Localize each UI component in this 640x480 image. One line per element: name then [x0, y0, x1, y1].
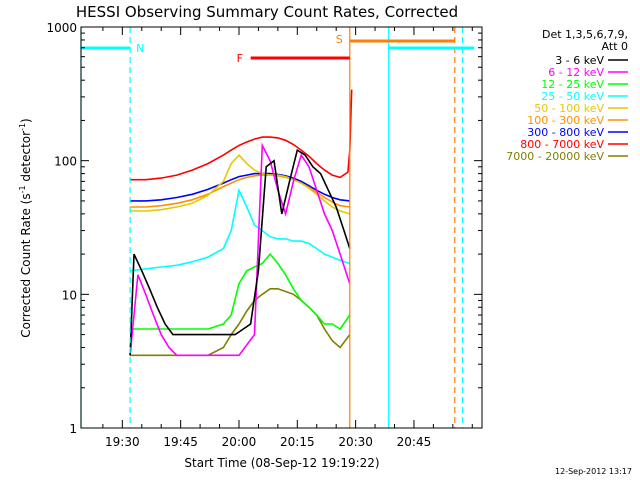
ylabel-sup-2: -1: [18, 123, 27, 131]
saa-label: S: [336, 33, 343, 46]
y-tick-label-0: 1: [69, 422, 77, 436]
legend-title: Det 1,3,5,6,7,9,: [542, 28, 628, 41]
series-line-2: [130, 252, 351, 331]
series-line-5: [130, 174, 350, 208]
legend-subtitle: Att 0: [602, 40, 628, 53]
night-label: N: [136, 42, 144, 55]
y-tick-label-2: 100: [54, 155, 77, 169]
legend-label-0: 3 - 6 keV: [555, 54, 604, 67]
legend-label-2: 12 - 25 keV: [541, 78, 604, 91]
x-tick-label-5: 20:45: [397, 435, 432, 449]
ylabel-part-1: Corrected Count Rate (s: [19, 193, 33, 337]
series-line-7: [130, 89, 353, 181]
legend-label-7: 800 - 7000 keV: [520, 138, 604, 151]
legend-label-8: 7000 - 20000 keV: [506, 150, 604, 163]
annotation-layer: N S F: [80, 27, 475, 428]
axes: 1 10 100 1000 19:30 19:45 20:00 20:15 20:30 20:45: [46, 21, 483, 449]
svg-text:Corrected Count Rate (s-1 dete: Corrected Count Rate (s-1 detector-1): [18, 118, 33, 337]
x-tick-label-4: 20:30: [338, 435, 373, 449]
plot-area: [129, 89, 353, 357]
x-tick-label-2: 20:00: [222, 435, 257, 449]
legend-label-3: 25 - 50 keV: [541, 90, 604, 103]
series-line-3: [130, 187, 351, 272]
y-axis-label: Corrected Count Rate (s-1 detector-1): [18, 118, 33, 337]
ylabel-part-3: ): [19, 118, 33, 123]
legend-label-1: 6 - 12 keV: [548, 66, 604, 79]
flare-label: F: [237, 52, 243, 65]
x-tick-label-0: 19:30: [105, 435, 140, 449]
x-axis-label: Start Time (08-Sep-12 19:19:22): [184, 456, 379, 470]
x-tick-label-1: 19:45: [163, 435, 198, 449]
footer-date: 12-Sep-2012 13:17: [555, 467, 632, 476]
plot-frame: [80, 26, 483, 429]
legend-label-5: 100 - 300 keV: [527, 114, 604, 127]
chart-title: HESSI Observing Summary Count Rates, Cor…: [76, 3, 458, 21]
ylabel-part-2: detector: [19, 131, 33, 186]
series-line-0: [129, 148, 351, 356]
series-line-1: [129, 142, 351, 357]
series-line-8: [130, 288, 351, 357]
x-tick-label-3: 20:15: [280, 435, 315, 449]
legend-label-4: 50 - 100 keV: [534, 102, 604, 115]
legend-label-6: 300 - 800 keV: [527, 126, 604, 139]
y-tick-label-3: 1000: [46, 21, 77, 35]
y-tick-label-1: 10: [62, 288, 77, 302]
ylabel-sup-1: -1: [18, 185, 27, 193]
